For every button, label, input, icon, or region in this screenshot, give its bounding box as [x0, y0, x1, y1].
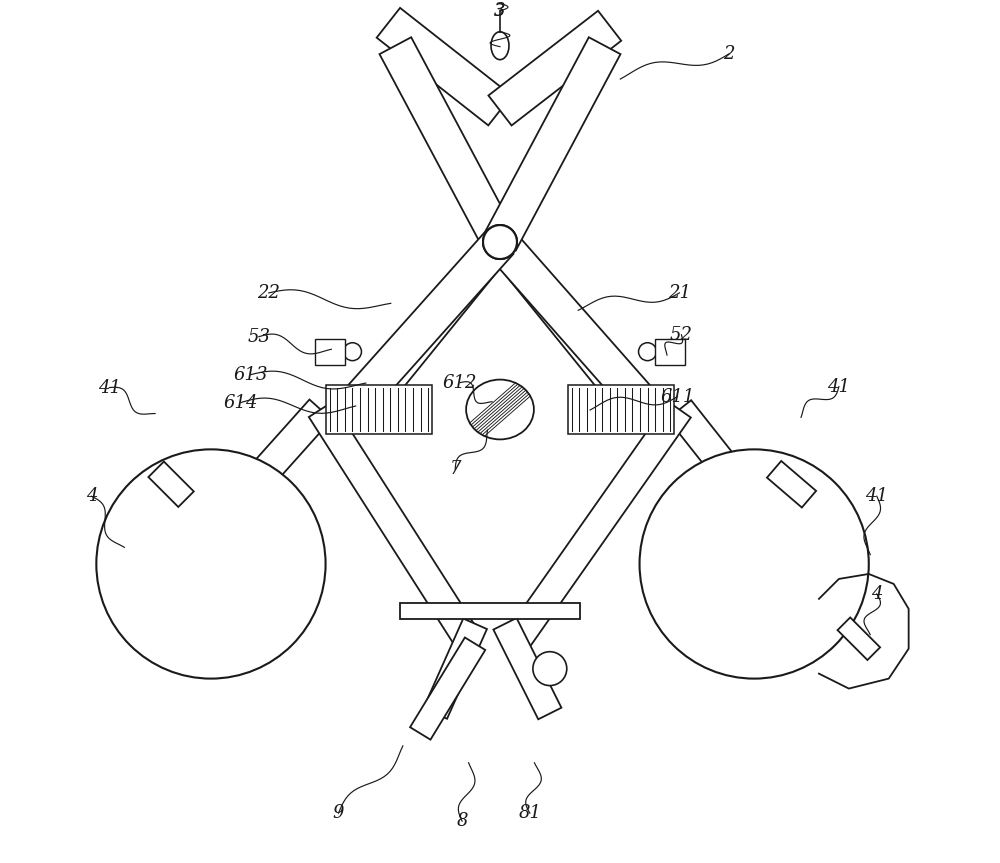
Polygon shape — [337, 230, 513, 421]
Text: 3: 3 — [494, 2, 506, 20]
Polygon shape — [380, 37, 516, 250]
Polygon shape — [493, 618, 561, 719]
Text: 41: 41 — [827, 378, 850, 395]
Circle shape — [483, 225, 517, 259]
Text: 41: 41 — [865, 488, 888, 505]
Text: 3: 3 — [494, 2, 506, 20]
Circle shape — [483, 225, 517, 259]
Circle shape — [483, 225, 517, 259]
Text: 41: 41 — [98, 379, 121, 397]
Polygon shape — [225, 400, 332, 514]
Bar — [568, 385, 674, 434]
Polygon shape — [423, 619, 487, 719]
Circle shape — [639, 343, 656, 361]
Polygon shape — [309, 402, 482, 652]
Circle shape — [533, 652, 567, 685]
Bar — [315, 339, 345, 365]
Polygon shape — [487, 231, 644, 415]
Polygon shape — [668, 400, 766, 513]
Ellipse shape — [491, 32, 509, 60]
Polygon shape — [487, 230, 661, 421]
Text: 52: 52 — [670, 325, 693, 343]
Circle shape — [344, 343, 361, 361]
Text: 9: 9 — [333, 804, 344, 822]
Bar — [326, 385, 432, 434]
Circle shape — [96, 450, 326, 678]
Bar — [400, 603, 580, 619]
Polygon shape — [148, 462, 194, 507]
Text: 611: 611 — [660, 387, 695, 406]
Polygon shape — [356, 231, 513, 415]
Text: 614: 614 — [224, 394, 258, 412]
Circle shape — [640, 450, 869, 678]
Polygon shape — [377, 8, 512, 125]
Polygon shape — [410, 638, 485, 740]
Ellipse shape — [466, 380, 534, 439]
Text: 53: 53 — [247, 328, 270, 346]
Text: 2: 2 — [723, 45, 735, 63]
Polygon shape — [488, 10, 621, 125]
Polygon shape — [838, 617, 880, 660]
Text: 21: 21 — [668, 284, 691, 302]
Text: 8: 8 — [456, 812, 468, 830]
Text: 4: 4 — [86, 488, 97, 505]
Text: 81: 81 — [518, 804, 541, 822]
Bar — [655, 339, 685, 365]
Text: 22: 22 — [257, 284, 280, 302]
Text: 612: 612 — [443, 374, 477, 392]
Polygon shape — [767, 461, 816, 507]
Polygon shape — [504, 401, 691, 652]
Text: 613: 613 — [234, 366, 268, 384]
Polygon shape — [484, 37, 620, 250]
Text: 7: 7 — [449, 460, 461, 478]
Text: 4: 4 — [871, 585, 883, 603]
